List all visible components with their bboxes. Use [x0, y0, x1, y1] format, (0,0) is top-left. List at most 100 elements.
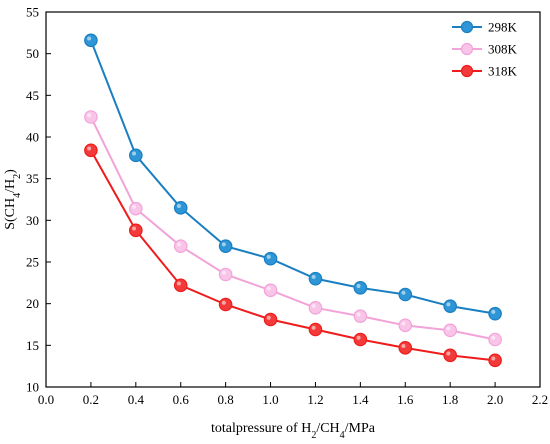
y-tick-label: 15 [26, 338, 39, 353]
data-point [443, 348, 457, 363]
legend-item: 298K [452, 20, 518, 35]
data-point [353, 281, 368, 295]
data-point [84, 110, 98, 124]
data-point [488, 353, 502, 368]
legend: 298K 308K 318K [452, 20, 518, 79]
data-point-highlight [311, 325, 316, 330]
y-tick-label: 20 [26, 296, 39, 311]
data-point-highlight [132, 204, 137, 209]
data-point-highlight [132, 226, 137, 231]
data-point-highlight [266, 315, 271, 320]
data-point [263, 251, 278, 266]
data-point-highlight [87, 146, 92, 151]
legend-item: 318K [452, 64, 518, 79]
series-line [90, 149, 496, 362]
data-point-highlight [491, 356, 496, 361]
data-point [218, 239, 233, 253]
plot-frame [45, 11, 541, 388]
data-point [443, 323, 457, 338]
x-tick-label: 0.6 [173, 392, 190, 407]
series-308K [84, 110, 502, 347]
x-tick-label: 1.0 [262, 392, 278, 407]
data-point [84, 143, 98, 158]
y-axis: 10 15 20 25 30 35 40 45 50 55 [26, 5, 51, 395]
data-point [488, 306, 502, 321]
y-axis-title: S(CH4/H2) [3, 169, 23, 230]
data-point [308, 301, 323, 315]
data-point-highlight [266, 254, 271, 259]
data-point-highlight [401, 321, 406, 326]
data-point [173, 239, 188, 253]
y-tick-label: 10 [26, 380, 39, 395]
data-point-highlight [446, 302, 451, 307]
data-point [353, 309, 368, 323]
data-point [398, 287, 413, 302]
x-tick-label: 0.0 [38, 392, 54, 407]
data-point-highlight [446, 326, 451, 331]
data-point [308, 322, 323, 337]
data-point [218, 297, 233, 312]
data-point [353, 332, 368, 347]
data-point [84, 33, 98, 48]
data-point-highlight [176, 281, 181, 286]
legend-marker [460, 42, 474, 56]
data-point-highlight [87, 36, 92, 41]
legend-label: 308K [488, 42, 518, 57]
y-tick-label: 35 [26, 171, 39, 186]
data-point-highlight [311, 274, 316, 279]
data-point [308, 271, 323, 286]
data-point-highlight [266, 286, 271, 291]
data-point [173, 201, 188, 215]
legend-label: 298K [488, 20, 518, 35]
y-tick-label: 55 [26, 5, 39, 20]
legend-item: 308K [452, 42, 518, 57]
series-line [90, 116, 496, 341]
data-point [398, 318, 413, 333]
data-point-highlight [221, 242, 226, 247]
data-point [398, 341, 413, 355]
x-tick-label: 1.6 [397, 392, 414, 407]
series-line [89, 39, 496, 315]
data-point-highlight [491, 309, 496, 314]
data-point-highlight [132, 151, 137, 156]
x-tick-label: 1.4 [352, 392, 369, 407]
data-point-highlight [401, 290, 406, 295]
y-tick-label: 40 [26, 130, 39, 145]
plot-area-border [45, 11, 541, 388]
y-tick-label: 45 [26, 88, 39, 103]
data-point [263, 312, 278, 327]
data-point-highlight [176, 242, 181, 247]
legend-label: 318K [488, 64, 518, 79]
data-point [488, 332, 502, 347]
data-point [129, 201, 143, 216]
series-layer [84, 33, 502, 368]
data-point-highlight [221, 300, 226, 305]
x-tick-label: 2.0 [487, 392, 503, 407]
data-point-highlight [356, 284, 361, 289]
x-tick-label: 1.2 [307, 392, 323, 407]
y-tick-label: 30 [26, 213, 39, 228]
data-point [173, 278, 188, 293]
series-298K [84, 33, 502, 321]
legend-marker [460, 20, 474, 34]
data-point [218, 267, 233, 282]
data-point [129, 223, 143, 238]
legend-marker [460, 64, 474, 78]
data-point-highlight [221, 270, 226, 275]
data-point-highlight [446, 351, 451, 356]
data-point-highlight [491, 335, 496, 340]
data-point [443, 299, 457, 313]
data-point [129, 148, 143, 163]
x-tick-label: 0.4 [128, 392, 145, 407]
data-point-highlight [401, 344, 406, 349]
x-axis: 0.0 0.2 0.4 0.6 0.8 1.0 1.2 1.4 1.6 1.8 2.0 2.2 [38, 382, 548, 407]
x-tick-label: 1.8 [442, 392, 458, 407]
data-point-highlight [311, 304, 316, 309]
series-318K [84, 143, 502, 368]
y-tick-label: 50 [26, 46, 39, 61]
data-point [263, 283, 278, 298]
y-tick-label: 25 [26, 255, 39, 270]
x-tick-label: 0.2 [83, 392, 99, 407]
data-point-highlight [87, 113, 92, 118]
